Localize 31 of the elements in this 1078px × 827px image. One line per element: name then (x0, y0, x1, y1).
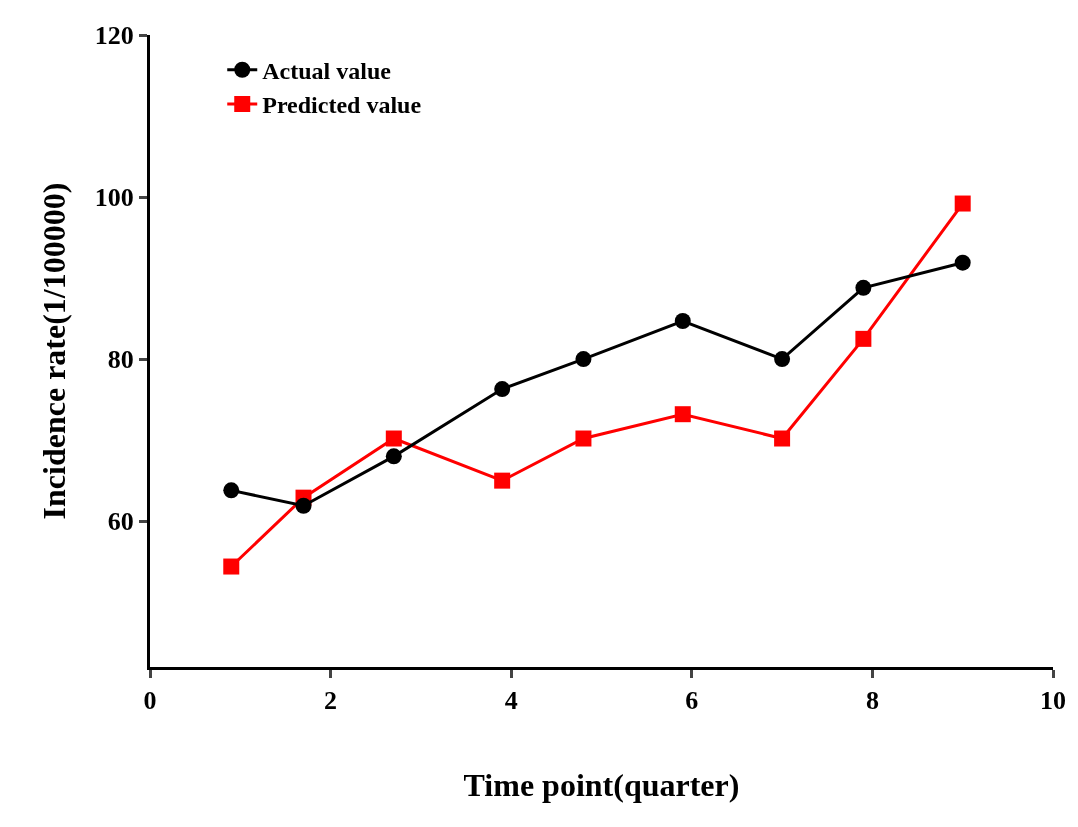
point (774, 351, 791, 368)
x-tick-label: 10 (1040, 686, 1066, 716)
y-tick-label: 120 (94, 21, 134, 51)
point (855, 279, 872, 296)
point (954, 195, 971, 212)
point (385, 448, 402, 465)
x-tick-label: 2 (324, 686, 338, 716)
point (494, 472, 511, 489)
y-tick-label: 80 (107, 345, 134, 375)
x-tick-label: 8 (865, 686, 879, 716)
x-tick-label: 6 (685, 686, 699, 716)
point (855, 330, 872, 347)
legend-label: Predicted value (262, 92, 422, 119)
point (774, 430, 791, 447)
y-tick-label: 60 (107, 507, 134, 537)
point (954, 254, 971, 271)
legend-label: Actual value (262, 58, 392, 85)
point (674, 406, 691, 423)
x-axis-title: Time point(quarter) (463, 767, 740, 804)
point (494, 381, 511, 398)
point (385, 430, 402, 447)
y-tick-label: 100 (94, 183, 134, 213)
point (575, 351, 592, 368)
x-tick-label: 4 (504, 686, 518, 716)
point (575, 430, 592, 447)
point (295, 497, 312, 514)
x-tick-label: 0 (143, 686, 157, 716)
point (223, 482, 240, 499)
y-axis-title: Incidence rate(1/100000) (36, 182, 73, 520)
point (223, 558, 240, 575)
point (674, 313, 691, 330)
